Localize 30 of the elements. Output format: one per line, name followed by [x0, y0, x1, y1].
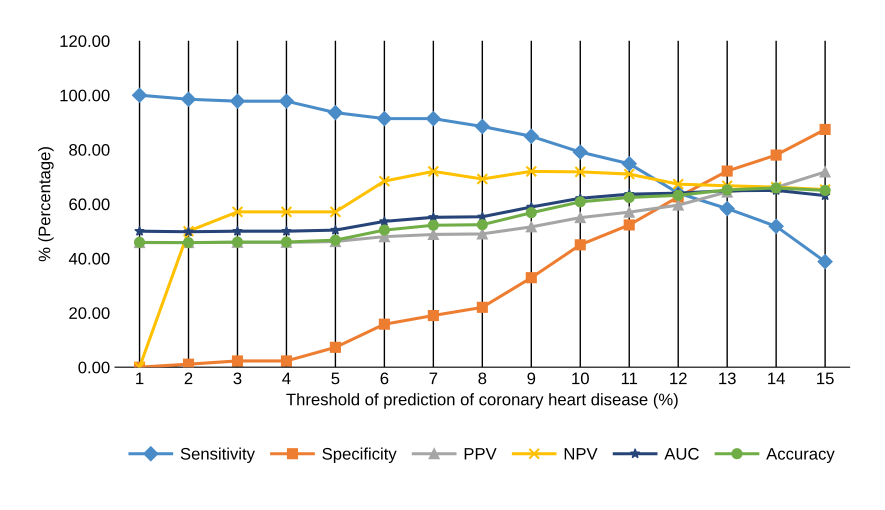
- x-tick-label: 13: [719, 372, 736, 384]
- x-tick-label: 15: [817, 372, 834, 384]
- x-tick-label: 8: [478, 372, 486, 384]
- x-tick-label: 14: [768, 372, 785, 384]
- y-tick-label: 80.00: [69, 144, 110, 156]
- x-tick-label: 12: [670, 372, 687, 384]
- legend-label: AUC: [664, 448, 699, 460]
- x-tick-label: 11: [622, 372, 638, 384]
- x-tick-label: 6: [380, 372, 388, 384]
- x-axis-title: Threshold of prediction of coronary heart disease (%): [286, 393, 678, 409]
- x-tick-label: 10: [572, 372, 589, 384]
- legend-label: NPV: [564, 448, 598, 460]
- x-tick-label: 9: [527, 372, 536, 384]
- x-tick-label: 7: [430, 372, 438, 384]
- x-tick-label: 2: [184, 372, 192, 384]
- legend-label: Sensitivity: [180, 447, 255, 464]
- x-tick-label: 1: [136, 372, 144, 384]
- y-tick-label: 40.00: [68, 252, 110, 265]
- legend-label: Accuracy: [766, 448, 835, 464]
- y-tick-label: 120.00: [60, 35, 110, 48]
- y-tick-label: 20.00: [69, 307, 110, 320]
- legend-label: PPV: [464, 448, 497, 460]
- y-tick-label: 100.00: [60, 90, 110, 102]
- legend-label: Specificity: [322, 447, 397, 464]
- y-tick-label: 60.00: [69, 198, 110, 210]
- x-tick-label: 4: [282, 372, 291, 384]
- x-tick-label: 3: [233, 372, 242, 384]
- y-tick-label: 0.00: [78, 362, 110, 374]
- y-axis-title: % (Percentage): [38, 147, 54, 262]
- x-tick-label: 5: [331, 372, 340, 384]
